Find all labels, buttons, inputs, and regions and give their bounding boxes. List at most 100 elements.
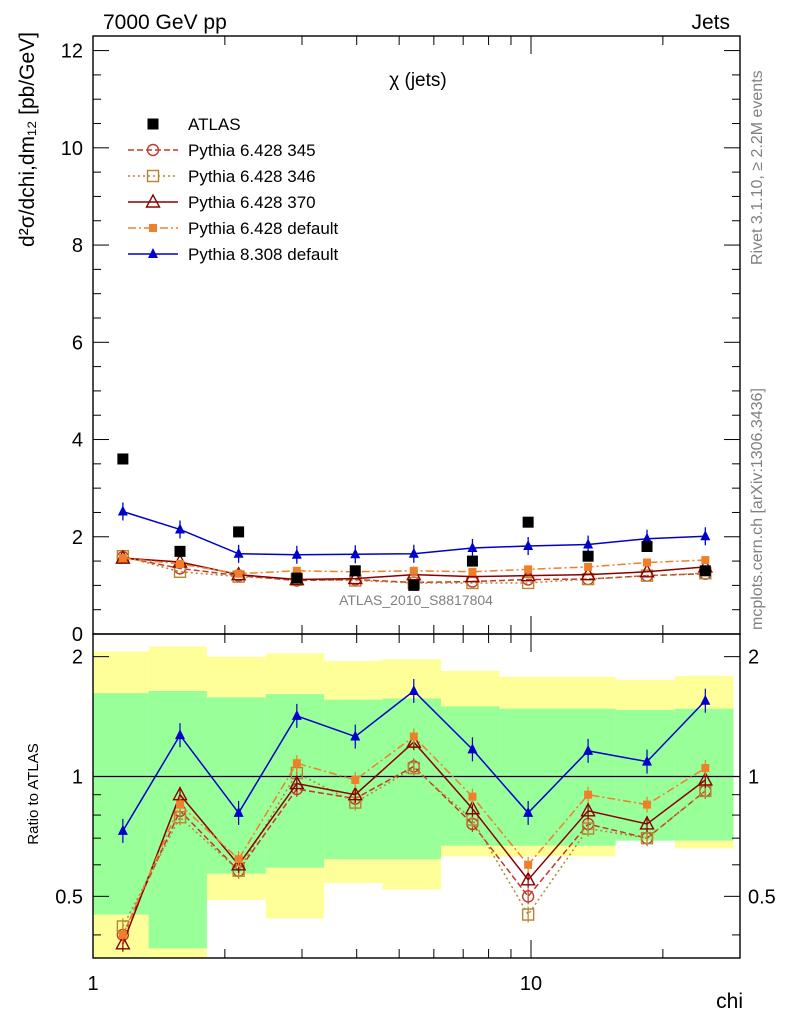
main-point-4-3 — [291, 548, 302, 559]
main-point-4-10 — [700, 530, 711, 541]
band-inner-5 — [382, 698, 441, 860]
y-tick-label-main-0: 0 — [72, 624, 83, 646]
ratio-point-2-2 — [230, 856, 247, 871]
ratio-point-4-4 — [350, 730, 361, 741]
legend-marker-0 — [147, 118, 159, 130]
main-plot — [115, 453, 713, 591]
main-point-3-0 — [118, 554, 127, 563]
main-point-4-4 — [350, 548, 361, 559]
y-tick-label-main-6: 12 — [61, 41, 83, 63]
ratio-point-3-7 — [524, 860, 533, 869]
data-point-9 — [641, 540, 653, 552]
y-tick-label-main-1: 2 — [72, 527, 83, 549]
ratio-point-3-2 — [234, 855, 243, 864]
analysis-label: ATLAS_2010_S8817804 — [339, 592, 493, 608]
legend-entry-5: Pythia 8.308 default — [128, 245, 339, 264]
ratio-point-4-1 — [175, 729, 186, 740]
ratio-point-2-10 — [697, 771, 713, 786]
ratio-frame — [92, 633, 741, 959]
main-point-3-3 — [292, 566, 301, 575]
band-inner-1 — [148, 690, 207, 949]
ratio-point-3-5 — [409, 732, 418, 741]
x-axis-label: chi — [716, 990, 743, 1013]
y-tick-label-ratio-right-0: 0.5 — [748, 886, 776, 908]
main-point-3-7 — [524, 565, 533, 574]
ratio-bands — [93, 646, 734, 958]
ratio-line-1 — [122, 767, 706, 927]
plot-title: χ (jets) — [389, 70, 446, 91]
legend-entry-0: ATLAS — [147, 115, 241, 134]
legend-marker-5 — [148, 248, 158, 258]
main-point-4-1 — [175, 523, 186, 534]
legend-label-0: ATLAS — [188, 115, 241, 134]
ratio-point-2-8 — [580, 802, 596, 817]
legend-marker-3 — [145, 193, 161, 208]
main-point-4-8 — [583, 538, 594, 549]
legend-label-2: Pythia 6.428 346 — [188, 167, 316, 186]
y-axis-label-ratio: Ratio to ATLAS — [25, 743, 42, 844]
data-point-10 — [699, 565, 711, 577]
main-point-3-10 — [701, 556, 710, 565]
main-point-1-7 — [521, 576, 535, 590]
ratio-point-4-2 — [233, 806, 244, 817]
y-tick-label-ratio-left-0: 0.5 — [55, 886, 83, 908]
ratio-point-0-7 — [521, 890, 535, 903]
ratio-point-4-10 — [700, 694, 711, 705]
y-tick-label-ratio-left-1: 1 — [72, 766, 83, 788]
legend-entry-2: Pythia 6.428 346 — [128, 167, 316, 186]
ratio-point-2-9 — [639, 815, 655, 830]
main-point-4-7 — [523, 540, 534, 551]
x-tick-label-0: 1 — [87, 973, 98, 995]
side-label-top: Rivet 3.1.10, ≥ 2.2M events — [749, 70, 766, 265]
main-point-4-9 — [642, 532, 653, 543]
x-tick-label-1: 10 — [520, 973, 542, 995]
legend-label-1: Pythia 6.428 345 — [188, 141, 316, 160]
main-point-2-9 — [639, 563, 655, 578]
band-inner-7 — [499, 708, 558, 846]
main-point-2-7 — [520, 567, 536, 582]
ratio-point-3-10 — [701, 764, 710, 773]
ratio-point-4-8 — [583, 744, 594, 755]
main-point-3-9 — [643, 558, 652, 567]
data-point-2 — [233, 526, 245, 538]
main-point-3-2 — [234, 569, 243, 578]
ratio-point-1-5 — [407, 761, 420, 775]
ratio-plot — [93, 678, 740, 952]
ratio-point-3-4 — [351, 775, 360, 784]
ratio-point-4-3 — [291, 709, 302, 720]
y-tick-label-ratio-right-1: 1 — [748, 766, 759, 788]
main-point-3-6 — [468, 567, 477, 576]
y-tick-label-ratio-left-2: 2 — [72, 647, 83, 669]
legend-entry-3: Pythia 6.428 370 — [128, 193, 316, 212]
legend-entry-1: Pythia 6.428 345 — [128, 141, 316, 160]
main-point-3-1 — [176, 559, 185, 568]
legend-marker-1 — [146, 143, 160, 157]
main-point-1-6 — [466, 576, 479, 590]
legend-label-4: Pythia 6.428 default — [188, 219, 339, 238]
data-point-7 — [522, 516, 534, 528]
ratio-point-4-9 — [642, 755, 653, 766]
ratio-point-3-0 — [118, 930, 127, 939]
y-tick-label-main-4: 8 — [72, 235, 83, 257]
main-point-4-2 — [233, 547, 244, 558]
ratio-point-3-9 — [643, 800, 652, 809]
legend-marker-4 — [149, 224, 157, 232]
data-point-8 — [582, 550, 594, 562]
ratio-point-2-7 — [520, 871, 536, 886]
data-point-0 — [117, 453, 129, 465]
y-tick-label-main-2: 4 — [72, 430, 83, 452]
legend-entry-4: Pythia 6.428 default — [128, 219, 339, 238]
ratio-point-3-6 — [468, 792, 477, 801]
ratio-point-2-6 — [464, 800, 481, 815]
header-right: Jets — [691, 11, 730, 34]
ratio-point-2-3 — [289, 775, 305, 790]
band-inner-0 — [93, 693, 149, 915]
ratio-point-3-3 — [292, 759, 301, 768]
main-point-3-5 — [409, 566, 418, 575]
data-point-6 — [466, 555, 478, 567]
header-left: 7000 GeV pp — [103, 11, 227, 34]
data-point-4 — [349, 565, 361, 577]
main-point-2-4 — [347, 570, 363, 585]
